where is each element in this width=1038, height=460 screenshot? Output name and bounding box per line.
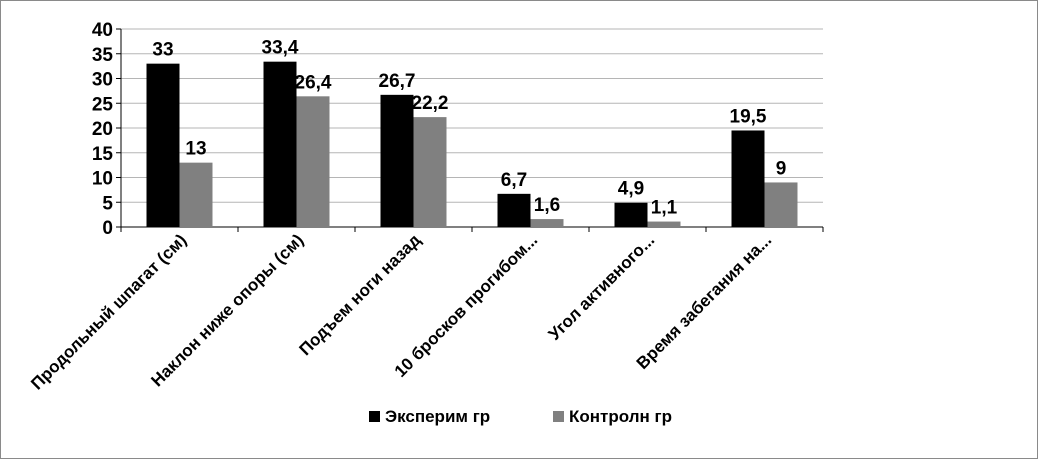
y-tick-label: 25 [92, 94, 114, 115]
y-tick-label: 20 [92, 119, 113, 140]
data-label: 22,2 [412, 93, 449, 114]
bar [731, 130, 765, 227]
bar [179, 162, 213, 227]
bar [380, 94, 414, 228]
data-label: 33,4 [262, 38, 299, 59]
bar [413, 117, 447, 227]
legend-swatch [553, 411, 564, 422]
y-tick-label: 15 [92, 144, 114, 165]
bar [614, 202, 648, 227]
bar [263, 61, 297, 227]
data-label: 26,4 [295, 72, 332, 93]
data-label: 9 [776, 158, 787, 179]
data-label: 1,1 [651, 198, 678, 219]
y-tick-label: 30 [92, 70, 113, 91]
data-label: 33 [152, 40, 173, 61]
bar [530, 219, 564, 227]
bar [497, 193, 531, 227]
bar [647, 221, 681, 227]
bar [764, 182, 798, 227]
y-tick-label: 5 [102, 193, 113, 214]
y-tick-label: 40 [92, 20, 113, 41]
category-label: Подъем ноги назад [296, 230, 425, 359]
legend-label: Эксперим гр [385, 407, 490, 426]
data-label: 26,7 [379, 71, 416, 92]
data-label: 4,9 [618, 179, 644, 200]
data-label: 13 [185, 139, 206, 160]
bar [146, 63, 180, 228]
category-label: Угол активного... [545, 230, 659, 344]
data-label: 1,6 [534, 195, 560, 216]
data-label: 6,7 [501, 170, 527, 191]
category-label: Время забегания на... [633, 230, 776, 373]
y-tick-label: 10 [92, 169, 113, 190]
legend-swatch [369, 411, 380, 422]
legend-label: Контролн гр [569, 407, 672, 426]
data-label: 19,5 [730, 106, 767, 127]
y-tick-label: 0 [102, 218, 113, 239]
bar [296, 96, 330, 227]
y-tick-label: 35 [92, 45, 114, 66]
